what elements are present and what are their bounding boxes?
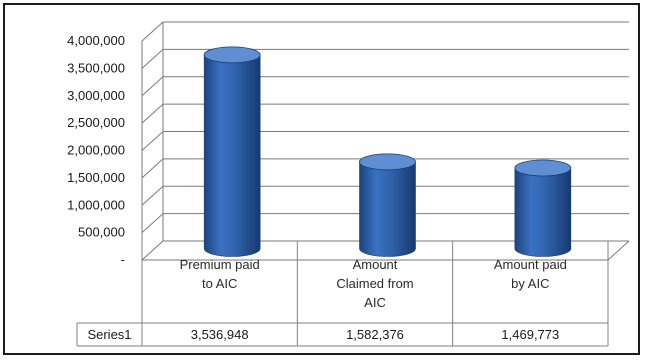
- gridline-side: [141, 21, 164, 42]
- gridline-side: [141, 185, 164, 206]
- gridline-side: [141, 158, 164, 179]
- y-tick-label: 500,000: [78, 225, 125, 240]
- y-tick-label: 1,500,000: [67, 170, 125, 185]
- bar: [514, 159, 572, 257]
- gridline-side: [141, 76, 164, 97]
- gridline-side: [141, 240, 164, 261]
- bar-body: [359, 161, 416, 257]
- x-category-label: Amount Claimed from AIC: [336, 257, 413, 310]
- gridline-side: [141, 49, 164, 69]
- bar-top: [359, 153, 416, 171]
- x-category-label: Premium paid to AIC: [180, 257, 260, 291]
- y-tick-label: 2,500,000: [67, 115, 125, 130]
- bar: [359, 153, 416, 257]
- gridline-side: [141, 131, 164, 151]
- bar-body: [203, 54, 261, 257]
- gridline-side: [141, 213, 164, 233]
- bar-top: [203, 46, 261, 64]
- floor-right-edge: [607, 240, 630, 261]
- gridline-side: [141, 103, 164, 124]
- y-axis-tick-labels: - 500,000 1,000,000 1,500,000 2,000,000 2,500…: [67, 33, 125, 267]
- y-tick-label: 3,000,000: [67, 88, 125, 103]
- series-name: Series1: [87, 327, 131, 342]
- chart-frame: - 500,000 1,000,000 1,500,000 2,000,000 2,500…: [3, 3, 640, 355]
- data-value-label: 3,536,948: [191, 327, 249, 342]
- bar: [203, 46, 261, 257]
- chart-svg: - 500,000 1,000,000 1,500,000 2,000,000 2,500…: [67, 21, 630, 347]
- data-table: Premium paid to AIC Amount Claimed from AIC A…: [76, 241, 609, 347]
- y-tick-label: -: [121, 252, 125, 267]
- data-value-label: 1,582,376: [346, 327, 404, 342]
- y-tick-label: 4,000,000: [67, 33, 125, 48]
- bar-body: [514, 167, 572, 257]
- x-category-label: Amount paid by AIC: [494, 257, 567, 291]
- bar-top: [514, 159, 572, 177]
- data-value-label: 1,469,773: [501, 327, 559, 342]
- y-tick-label: 2,000,000: [67, 143, 125, 158]
- bars: [203, 46, 572, 257]
- y-tick-label: 1,000,000: [67, 197, 125, 212]
- y-tick-label: 3,500,000: [67, 60, 125, 75]
